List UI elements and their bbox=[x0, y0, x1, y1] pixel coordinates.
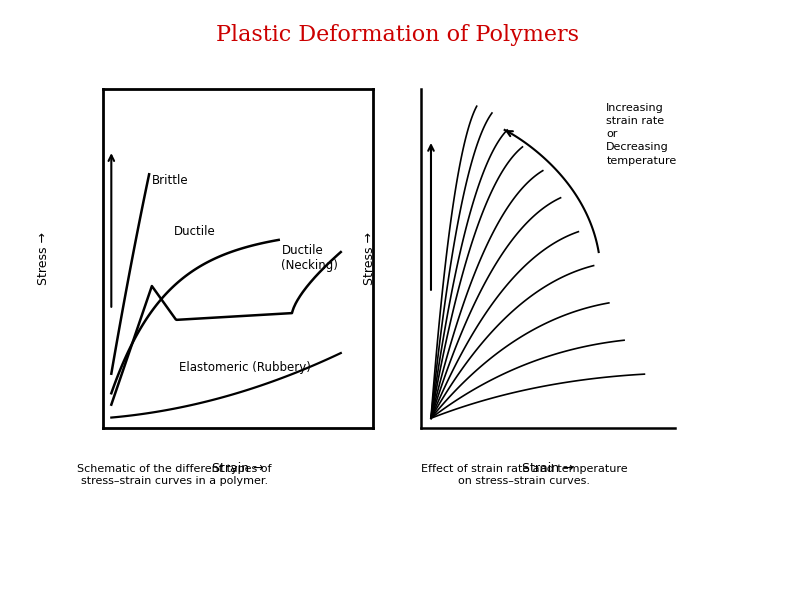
Text: Increasing
strain rate
or
Decreasing
temperature: Increasing strain rate or Decreasing tem… bbox=[607, 103, 676, 165]
Text: Strain →: Strain → bbox=[212, 462, 264, 475]
Text: Stress →: Stress → bbox=[363, 232, 376, 286]
Text: Ductile
(Necking): Ductile (Necking) bbox=[281, 244, 338, 272]
Text: Stress →: Stress → bbox=[37, 232, 50, 286]
Text: Effect of strain rate and temperature
on stress–strain curves.: Effect of strain rate and temperature on… bbox=[421, 464, 627, 486]
Text: Elastomeric (Rubbery): Elastomeric (Rubbery) bbox=[179, 361, 310, 374]
Text: Ductile: Ductile bbox=[173, 225, 215, 238]
Text: Schematic of the different types of
stress–strain curves in a polymer.: Schematic of the different types of stre… bbox=[78, 464, 272, 486]
Text: Brittle: Brittle bbox=[152, 174, 188, 187]
Text: Plastic Deformation of Polymers: Plastic Deformation of Polymers bbox=[215, 24, 579, 46]
Text: Strain →: Strain → bbox=[522, 462, 574, 475]
